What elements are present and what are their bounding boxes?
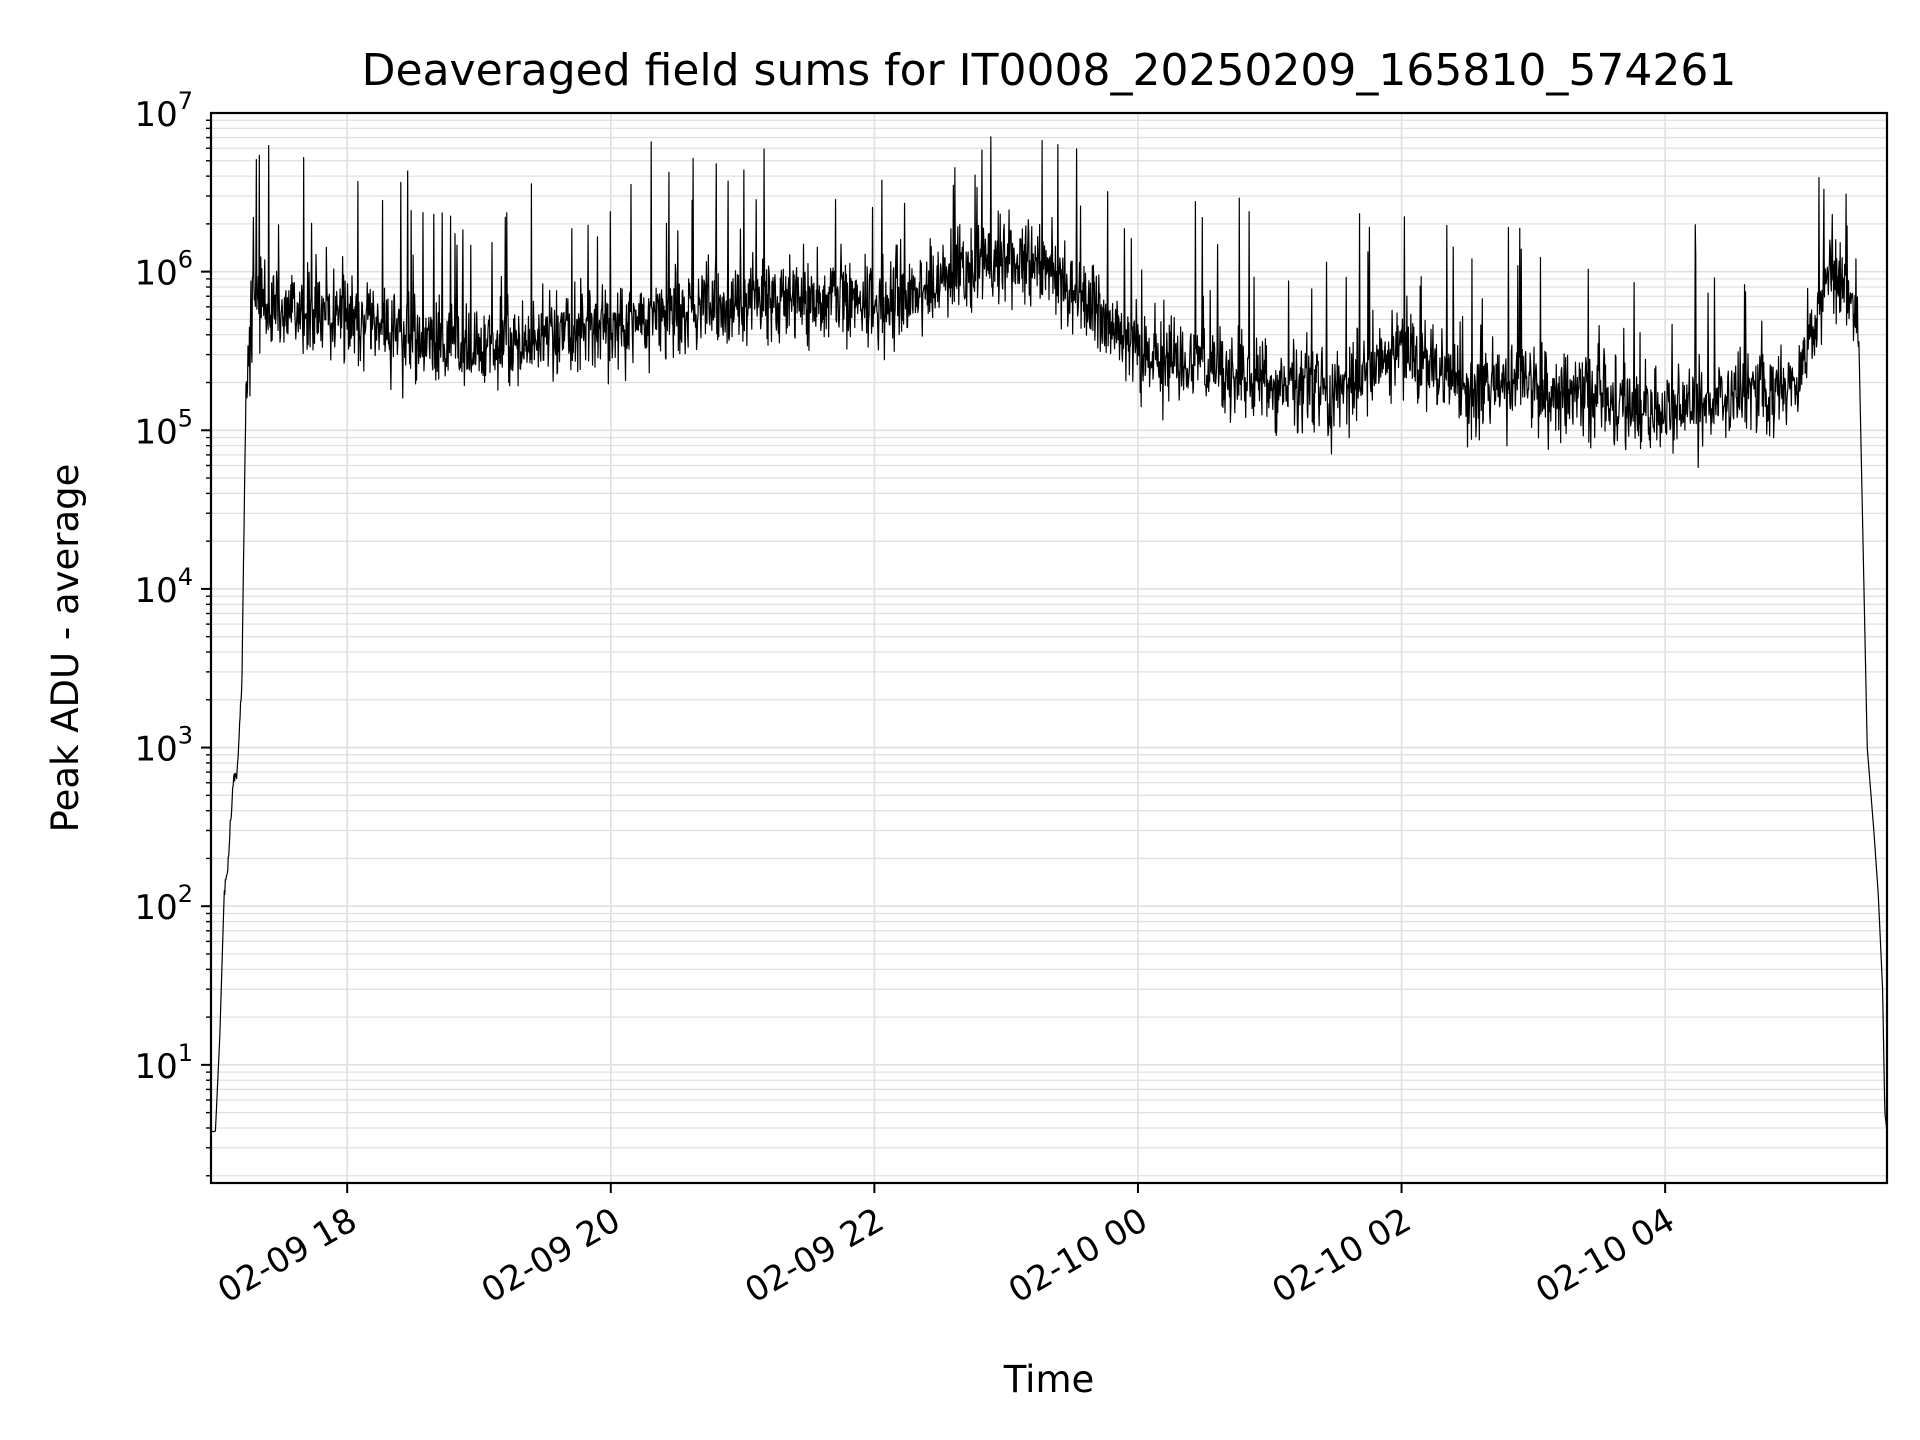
y-tick-base: 10 — [134, 571, 177, 611]
plot-frame — [209, 111, 1889, 1185]
y-tick-exponent: 3 — [178, 722, 193, 750]
y-tick-label: 105 — [134, 404, 193, 452]
y-tick-label: 103 — [134, 722, 193, 770]
y-tick-exponent: 7 — [178, 87, 193, 115]
y-tick-exponent: 2 — [178, 880, 193, 908]
y-tick-base: 10 — [134, 412, 177, 452]
y-tick-base: 10 — [134, 254, 177, 294]
y-tick-exponent: 6 — [178, 246, 193, 274]
y-tick-label: 104 — [134, 563, 193, 611]
y-tick-base: 10 — [134, 95, 177, 135]
x-axis-label: Time — [1003, 1358, 1095, 1401]
y-tick-label: 107 — [134, 87, 193, 135]
series-line — [210, 136, 1888, 1133]
grid — [211, 113, 1887, 1183]
y-tick-label: 106 — [134, 246, 193, 294]
y-tick-exponent: 5 — [178, 404, 193, 432]
y-tick-base: 10 — [134, 888, 177, 928]
y-tick-label: 101 — [134, 1039, 193, 1087]
y-tick-base: 10 — [134, 1047, 177, 1087]
y-axis-label: Peak ADU - average — [44, 464, 87, 833]
chart-title: Deaveraged field sums for IT0008_2025020… — [362, 45, 1737, 96]
y-tick-label: 102 — [134, 880, 193, 928]
data-layer — [210, 136, 1888, 1133]
y-tick-exponent: 1 — [178, 1039, 193, 1067]
y-tick-exponent: 4 — [178, 563, 193, 591]
y-tick-base: 10 — [134, 730, 177, 770]
